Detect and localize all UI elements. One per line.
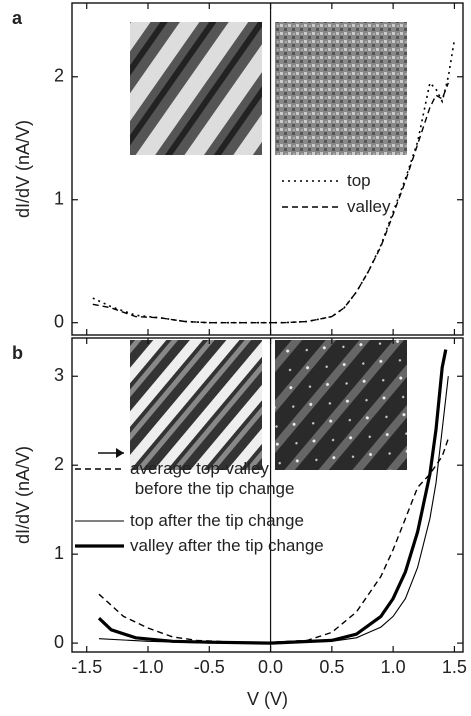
y-tick-label: 0 (54, 311, 64, 331)
x-tick-label: -1.0 (132, 657, 163, 677)
legend-label: average top-valley before the tip change (130, 459, 295, 498)
series-line (98, 438, 449, 643)
legend-label: valley after the tip change (130, 536, 324, 555)
x-tick-label: 0.5 (319, 657, 344, 677)
x-tick-label: -0.5 (194, 657, 225, 677)
series-line (92, 39, 456, 324)
series-line (97, 349, 448, 645)
plot-frame (71, 337, 464, 653)
series-line (92, 82, 449, 324)
x-tick-label: 1.5 (442, 657, 467, 677)
y-axis-label: dI/dV (nA/V) (13, 120, 33, 218)
legend-label: valley (347, 197, 391, 216)
inset-image (130, 22, 262, 155)
y-tick-label: 1 (54, 543, 64, 563)
x-tick-label: 1.0 (381, 657, 406, 677)
arrow-head (116, 448, 124, 458)
panel-label: b (12, 343, 23, 363)
y-axis-label: dI/dV (nA/V) (13, 446, 33, 544)
y-tick-label: 0 (54, 632, 64, 652)
x-tick-label: 0.0 (258, 657, 283, 677)
legend-label: top (347, 171, 371, 190)
panel-label: a (12, 8, 23, 28)
x-tick-label: -1.5 (71, 657, 102, 677)
y-tick-label: 2 (54, 66, 64, 86)
legend-label: top after the tip change (130, 511, 304, 530)
x-axis-label: V (V) (247, 689, 288, 709)
y-tick-label: 1 (54, 188, 64, 208)
y-tick-label: 3 (54, 365, 64, 385)
y-tick-label: 2 (54, 454, 64, 474)
inset-image (130, 340, 262, 470)
inset-image (275, 340, 407, 470)
inset-image (275, 22, 407, 155)
plot-frame (71, 2, 464, 336)
